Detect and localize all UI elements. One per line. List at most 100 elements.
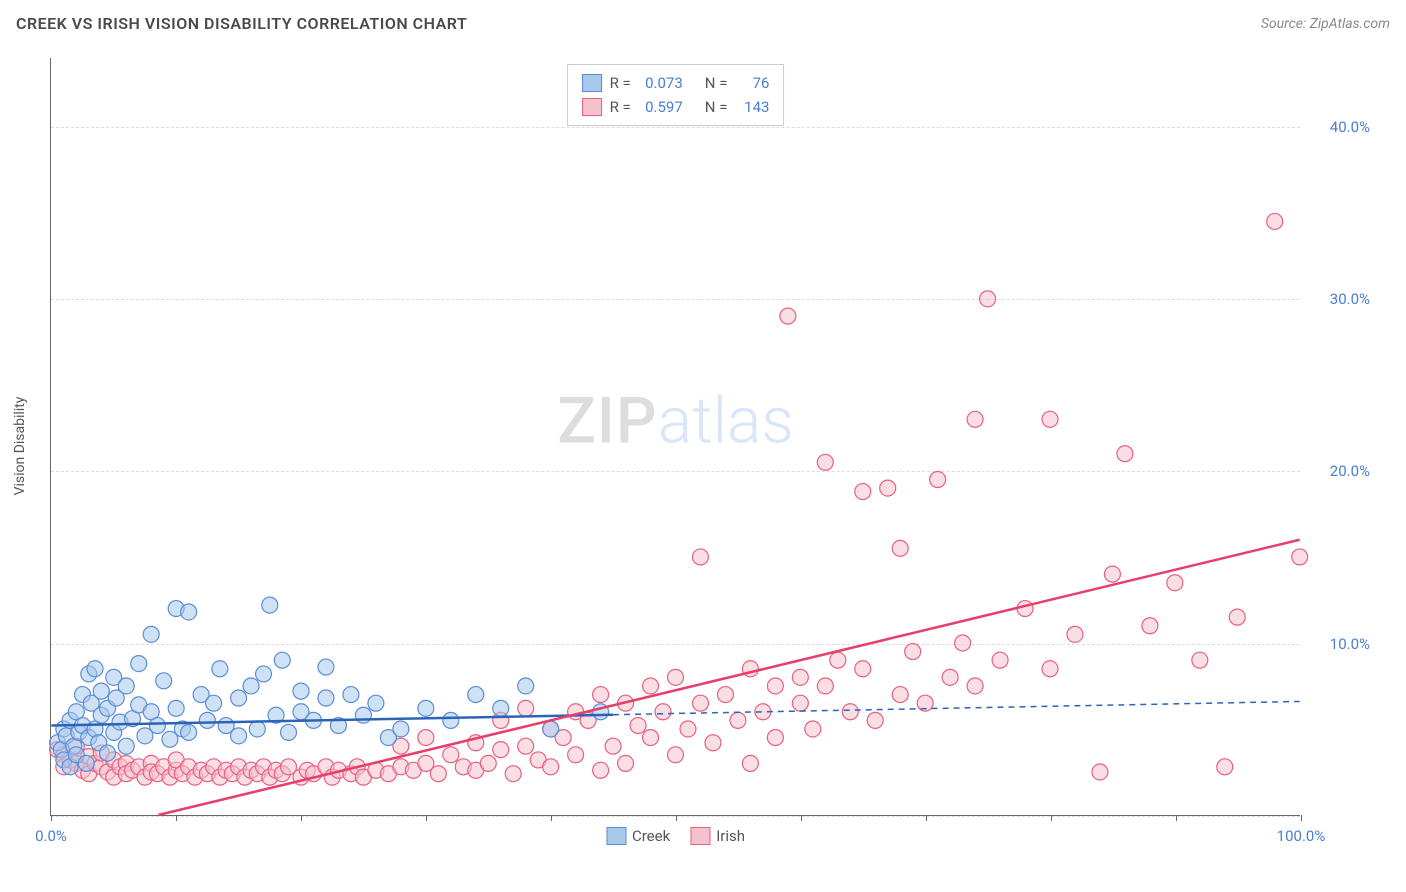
y-tick-label: 20.0% bbox=[1310, 462, 1370, 480]
x-tick bbox=[551, 815, 552, 821]
scatter-point bbox=[318, 690, 334, 706]
legend-irish-label: Irish bbox=[716, 827, 745, 845]
scatter-point bbox=[905, 644, 921, 660]
r-label: R = bbox=[610, 71, 631, 95]
n-label: N = bbox=[705, 71, 728, 95]
scatter-point bbox=[930, 472, 946, 488]
scatter-point bbox=[605, 738, 621, 754]
scatter-point bbox=[892, 687, 908, 703]
scatter-point bbox=[705, 735, 721, 751]
scatter-point bbox=[593, 762, 609, 778]
scatter-point bbox=[100, 745, 116, 761]
scatter-point bbox=[767, 678, 783, 694]
plot-area: ZIPatlas R = 0.073 N = 76 R = 0.597 N = … bbox=[50, 58, 1300, 816]
x-tick bbox=[1051, 815, 1052, 821]
chart-container: CREEK VS IRISH VISION DISABILITY CORRELA… bbox=[0, 0, 1406, 892]
scatter-point bbox=[274, 652, 290, 668]
legend-stats-row-creek: R = 0.073 N = 76 bbox=[582, 71, 770, 95]
scatter-point bbox=[518, 700, 534, 716]
scatter-point bbox=[692, 695, 708, 711]
legend-item-creek: Creek bbox=[606, 827, 670, 845]
legend-series: Creek Irish bbox=[606, 827, 745, 845]
scatter-point bbox=[717, 687, 733, 703]
scatter-point bbox=[668, 747, 684, 763]
scatter-point bbox=[318, 659, 334, 675]
scatter-point bbox=[892, 540, 908, 556]
y-tick-label: 10.0% bbox=[1310, 635, 1370, 653]
scatter-point bbox=[855, 661, 871, 677]
scatter-point bbox=[1142, 618, 1158, 634]
scatter-point bbox=[418, 730, 434, 746]
y-tick-label: 40.0% bbox=[1310, 118, 1370, 136]
scatter-point bbox=[131, 656, 147, 672]
scatter-point bbox=[780, 308, 796, 324]
scatter-point bbox=[855, 484, 871, 500]
scatter-point bbox=[430, 766, 446, 782]
legend-creek-label: Creek bbox=[632, 827, 670, 845]
x-tick-label-left: 0.0% bbox=[35, 827, 67, 845]
scatter-point bbox=[262, 597, 278, 613]
scatter-point bbox=[480, 755, 496, 771]
swatch-irish bbox=[582, 98, 602, 116]
scatter-point bbox=[256, 666, 272, 682]
scatter-point bbox=[493, 700, 509, 716]
trend-line bbox=[613, 701, 1300, 714]
scatter-point bbox=[880, 480, 896, 496]
scatter-point bbox=[543, 721, 559, 737]
swatch-creek-bottom bbox=[606, 827, 626, 845]
scatter-point bbox=[118, 678, 134, 694]
scatter-point bbox=[1104, 566, 1120, 582]
source-label: Source: ZipAtlas.com bbox=[1261, 16, 1390, 32]
scatter-point bbox=[231, 728, 247, 744]
x-tick bbox=[176, 815, 177, 821]
scatter-point bbox=[830, 652, 846, 668]
scatter-point bbox=[1229, 609, 1245, 625]
legend-stats-row-irish: R = 0.597 N = 143 bbox=[582, 95, 770, 119]
scatter-point bbox=[293, 683, 309, 699]
legend-stats: R = 0.073 N = 76 R = 0.597 N = 143 bbox=[567, 64, 785, 126]
plot-svg bbox=[51, 58, 1300, 815]
swatch-creek bbox=[582, 74, 602, 92]
scatter-point bbox=[643, 730, 659, 746]
x-tick bbox=[301, 815, 302, 821]
legend-item-irish: Irish bbox=[690, 827, 745, 845]
scatter-point bbox=[281, 724, 297, 740]
scatter-point bbox=[243, 678, 259, 694]
scatter-point bbox=[867, 712, 883, 728]
scatter-point bbox=[181, 724, 197, 740]
creek-n-value: 76 bbox=[735, 71, 769, 95]
scatter-point bbox=[730, 712, 746, 728]
scatter-point bbox=[1067, 626, 1083, 642]
scatter-point bbox=[443, 747, 459, 763]
x-tick bbox=[51, 815, 52, 821]
y-axis-label: Vision Disability bbox=[12, 397, 28, 496]
scatter-point bbox=[742, 755, 758, 771]
scatter-point bbox=[543, 759, 559, 775]
scatter-point bbox=[1217, 759, 1233, 775]
header: CREEK VS IRISH VISION DISABILITY CORRELA… bbox=[16, 14, 1390, 33]
scatter-point bbox=[817, 678, 833, 694]
scatter-point bbox=[1267, 213, 1283, 229]
scatter-point bbox=[643, 678, 659, 694]
scatter-point bbox=[792, 695, 808, 711]
irish-r-value: 0.597 bbox=[639, 95, 683, 119]
scatter-point bbox=[618, 755, 634, 771]
scatter-point bbox=[955, 635, 971, 651]
scatter-point bbox=[1117, 446, 1133, 462]
scatter-point bbox=[680, 721, 696, 737]
scatter-point bbox=[992, 652, 1008, 668]
scatter-point bbox=[1042, 661, 1058, 677]
scatter-point bbox=[842, 704, 858, 720]
scatter-point bbox=[792, 669, 808, 685]
scatter-point bbox=[593, 687, 609, 703]
trend-line bbox=[158, 540, 1299, 815]
chart-title: CREEK VS IRISH VISION DISABILITY CORRELA… bbox=[16, 14, 467, 33]
scatter-point bbox=[343, 687, 359, 703]
scatter-point bbox=[630, 718, 646, 734]
scatter-point bbox=[1092, 764, 1108, 780]
x-tick bbox=[801, 815, 802, 821]
scatter-point bbox=[231, 690, 247, 706]
scatter-point bbox=[149, 718, 165, 734]
x-tick-label-right: 100.0% bbox=[1277, 827, 1326, 845]
scatter-point bbox=[168, 700, 184, 716]
